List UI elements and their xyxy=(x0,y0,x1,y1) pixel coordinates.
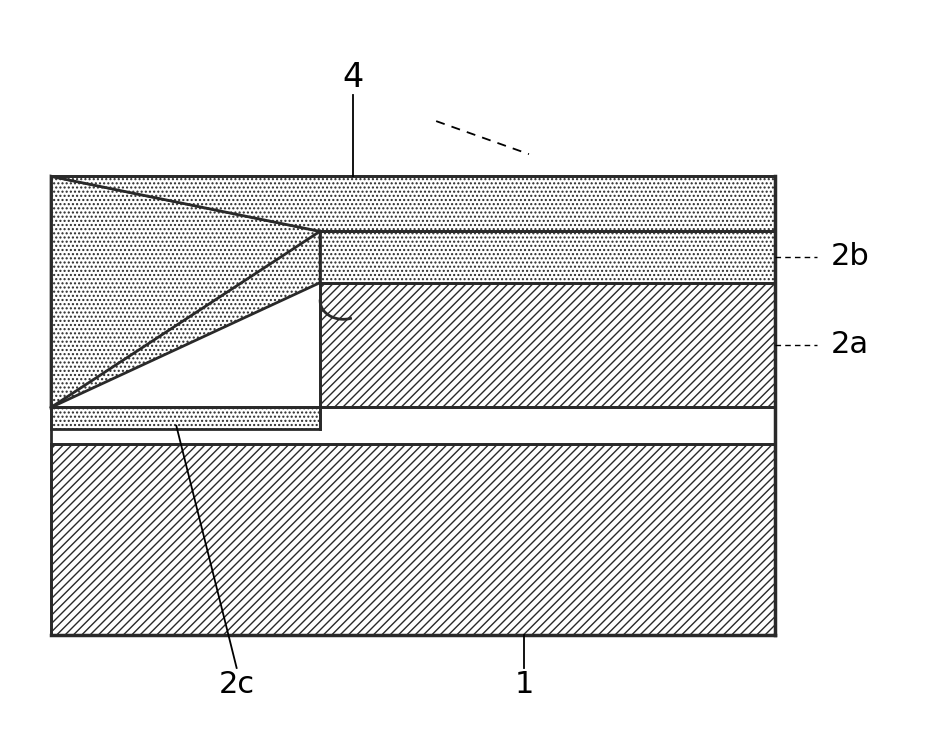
Text: 4: 4 xyxy=(342,61,362,93)
Polygon shape xyxy=(51,444,774,635)
Polygon shape xyxy=(51,176,774,231)
Polygon shape xyxy=(51,407,320,429)
Polygon shape xyxy=(320,231,774,283)
Text: 1: 1 xyxy=(514,670,533,700)
Text: 2b: 2b xyxy=(830,242,869,272)
Text: 2a: 2a xyxy=(830,330,868,360)
Polygon shape xyxy=(320,283,774,407)
Text: 2c: 2c xyxy=(219,670,254,700)
Polygon shape xyxy=(51,176,320,407)
